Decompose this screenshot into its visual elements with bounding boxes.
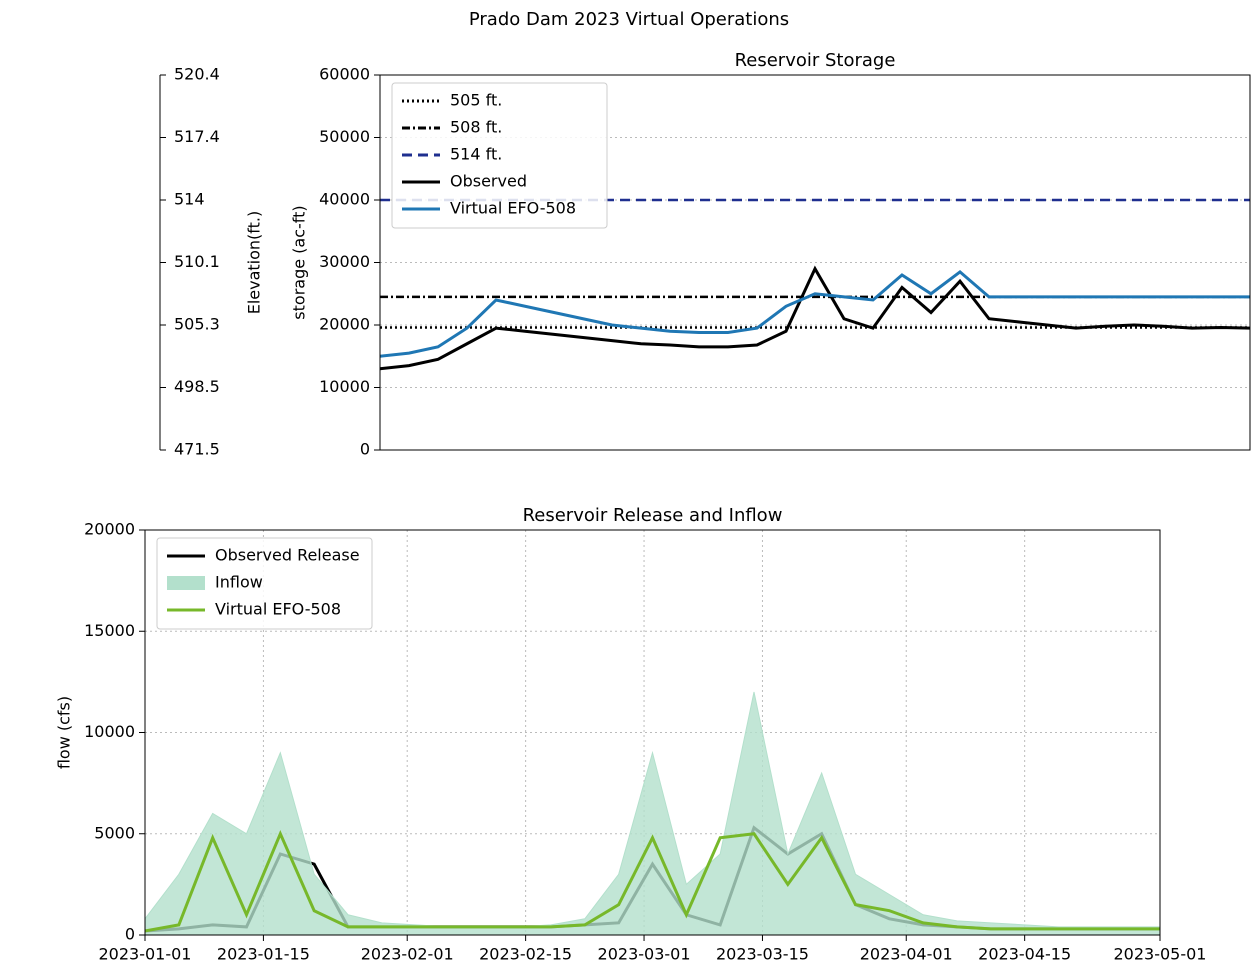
y-tick-label: 30000 bbox=[319, 252, 370, 271]
legend-label: Observed bbox=[450, 172, 527, 191]
y-tick-label: 50000 bbox=[319, 127, 370, 146]
series-line bbox=[379, 269, 1250, 358]
y-tick-label: 20000 bbox=[319, 315, 370, 334]
y-axis-label: storage (ac-ft) bbox=[290, 205, 309, 319]
legend-label: 514 ft. bbox=[450, 145, 502, 164]
y-tick-label: 60000 bbox=[319, 65, 370, 84]
y2-axis-label: Elevation(ft.) bbox=[245, 211, 264, 315]
x-tick-label: 2023-02-15 bbox=[479, 945, 572, 964]
y2-tick-label: 510.1 bbox=[174, 252, 220, 271]
plot-frame bbox=[144, 529, 1161, 936]
y-tick-label: 20000 bbox=[84, 520, 135, 539]
y-tick-label: 0 bbox=[360, 440, 370, 459]
y2-tick-label: 520.4 bbox=[174, 65, 220, 84]
x-tick-label: 2023-01-01 bbox=[99, 945, 192, 964]
y2-tick-label: 471.5 bbox=[174, 440, 220, 459]
series-line bbox=[144, 829, 1160, 933]
x-tick-label: 2023-02-01 bbox=[361, 945, 454, 964]
legend-label: 505 ft. bbox=[450, 91, 502, 110]
y2-tick-label: 517.4 bbox=[174, 127, 220, 146]
y-tick-label: 10000 bbox=[319, 377, 370, 396]
x-tick-label: 2023-04-01 bbox=[860, 945, 953, 964]
y2-tick-label: 505.3 bbox=[174, 315, 220, 334]
y-tick-label: 40000 bbox=[319, 190, 370, 209]
y-tick-label: 5000 bbox=[94, 823, 135, 842]
plot-frame bbox=[379, 74, 1251, 451]
legend-label: Virtual EFO-508 bbox=[215, 600, 341, 619]
x-tick-label: 2023-03-15 bbox=[716, 945, 809, 964]
legend-label: Observed Release bbox=[215, 546, 360, 565]
series-line bbox=[379, 265, 1251, 371]
chart-title: Reservoir Storage bbox=[735, 50, 896, 71]
x-tick-label: 2023-04-15 bbox=[978, 945, 1071, 964]
y2-tick-label: 498.5 bbox=[174, 377, 220, 396]
legend-box bbox=[391, 82, 608, 229]
chart-title: Reservoir Release and Inflow bbox=[523, 505, 783, 526]
x-tick-label: 2023-01-15 bbox=[217, 945, 310, 964]
legend-label: Inflow bbox=[215, 573, 263, 592]
inflow-area bbox=[144, 691, 1161, 936]
legend-label: Virtual EFO-508 bbox=[450, 199, 576, 218]
legend-box bbox=[156, 537, 373, 630]
y-axis-label: flow (cfs) bbox=[55, 696, 74, 769]
x-tick-label: 2023-03-01 bbox=[598, 945, 691, 964]
y-tick-label: 15000 bbox=[84, 621, 135, 640]
x-tick-label: 2023-05-01 bbox=[1114, 945, 1207, 964]
y-tick-label: 0 bbox=[125, 925, 135, 944]
legend-swatch bbox=[167, 576, 205, 590]
legend-label: 508 ft. bbox=[450, 118, 502, 137]
y-tick-label: 10000 bbox=[84, 722, 135, 741]
y2-tick-label: 514 bbox=[174, 190, 205, 209]
figure-title: Prado Dam 2023 Virtual Operations bbox=[469, 9, 789, 30]
